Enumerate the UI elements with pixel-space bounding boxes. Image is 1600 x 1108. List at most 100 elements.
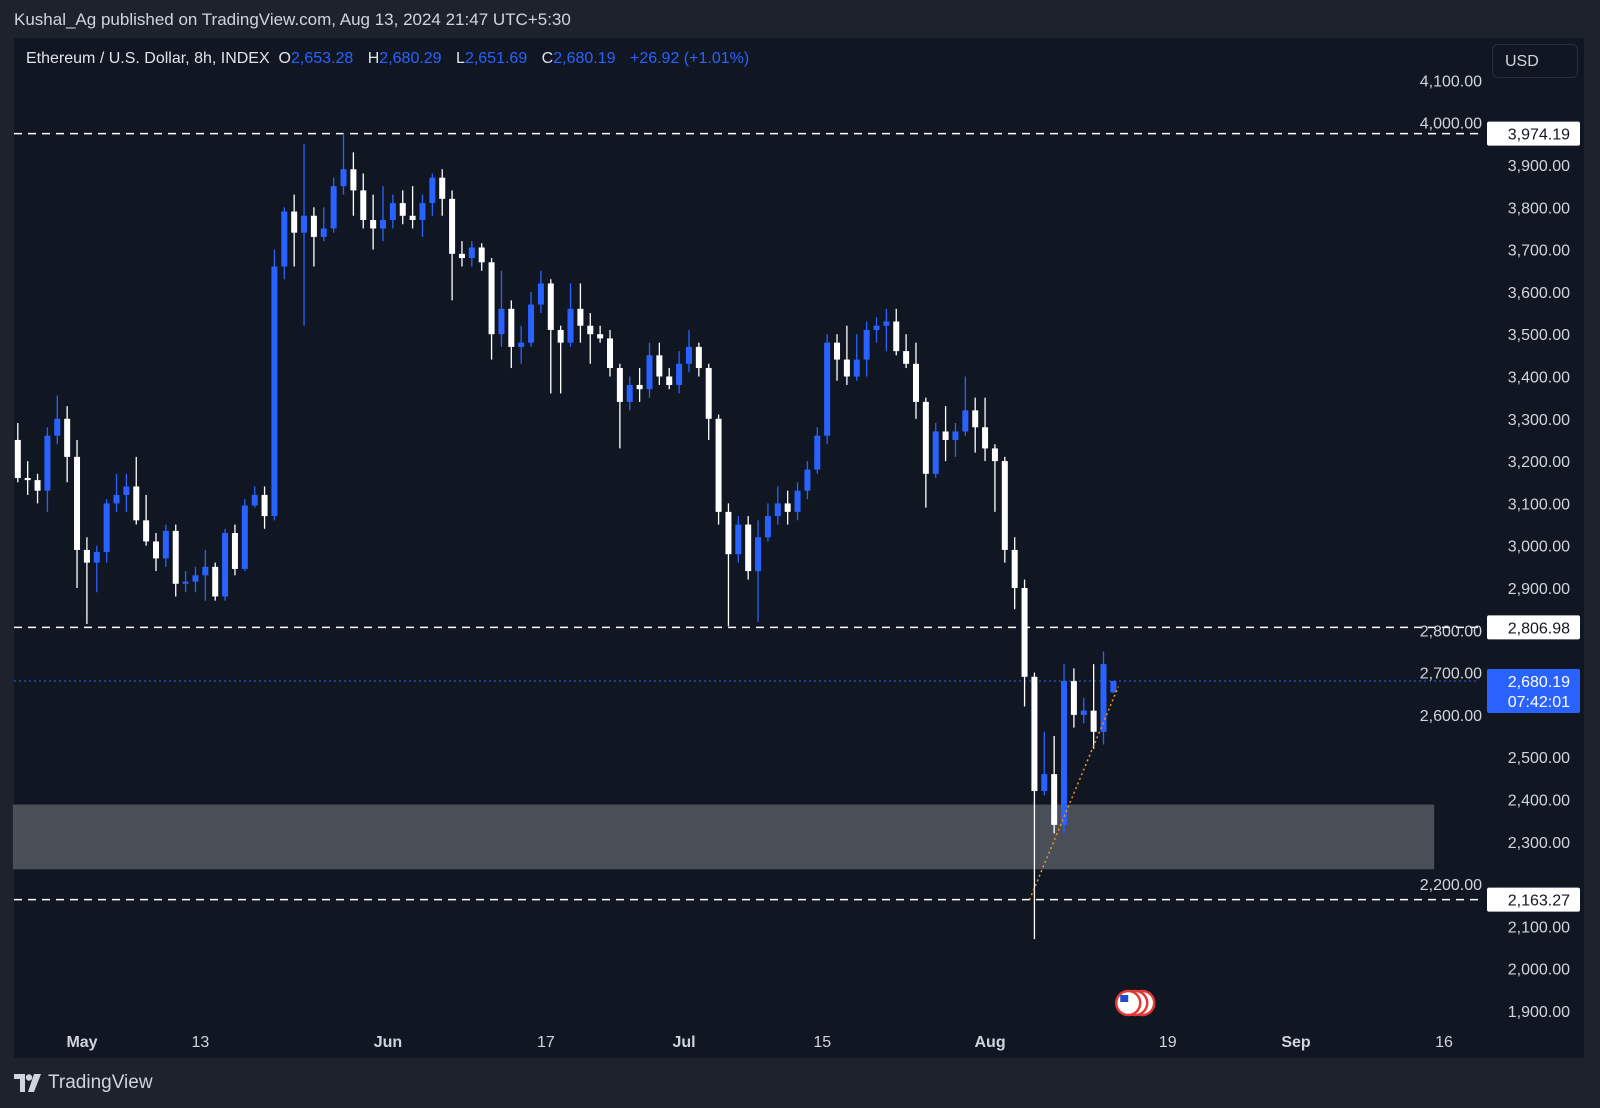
candle-body (1110, 680, 1117, 693)
candle-body (380, 219, 386, 229)
price-axis-label: 3,300.00 (1508, 412, 1570, 429)
candle-body (1090, 710, 1097, 732)
candle-body (774, 503, 781, 517)
candle-body (863, 329, 870, 360)
candle-body (103, 503, 110, 553)
candle-body (804, 469, 811, 491)
candle-body (626, 384, 633, 402)
last-price-tag (1487, 668, 1580, 713)
candle-body (676, 363, 683, 385)
candle-body (14, 439, 21, 479)
bar-countdown-label: 07:42:01 (1508, 694, 1570, 711)
footer-brand-name[interactable]: TradingView (48, 1072, 153, 1093)
candle-body (666, 376, 673, 385)
time-axis-label: Aug (974, 1034, 1005, 1051)
level-price-tag (1487, 887, 1580, 912)
price-axis-label: 2,300.00 (1508, 835, 1570, 852)
candle-body (853, 359, 860, 377)
time-axis-label: 13 (192, 1034, 210, 1051)
candle-body (261, 494, 268, 517)
symbol-legend: Ethereum / U.S. Dollar, 8h, INDEX O2,653… (26, 50, 759, 68)
candle-body (24, 478, 31, 481)
candle-body (922, 401, 929, 474)
price-axis-label: 2,600.00 (1420, 708, 1482, 725)
candle-body (1051, 774, 1058, 825)
candle-body (212, 566, 219, 597)
candle-body (685, 346, 692, 364)
close-label: C (541, 50, 554, 67)
candle-body (291, 211, 298, 233)
us-flag-economic-event-icon (1114, 989, 1142, 1017)
tradingview-logo-icon (14, 1074, 41, 1092)
symbol-name[interactable]: Ethereum / U.S. Dollar, 8h, INDEX (26, 50, 270, 67)
candle-body (310, 215, 317, 237)
price-axis-label: 3,700.00 (1508, 243, 1570, 260)
candle-body (231, 533, 238, 569)
candle-body (537, 283, 544, 305)
candle-body (1061, 681, 1068, 825)
candle-body (656, 355, 663, 377)
candle-body (123, 486, 130, 495)
candle-body (498, 308, 505, 335)
price-axis-label: 3,500.00 (1508, 327, 1570, 344)
high-label: H (367, 50, 380, 67)
price-axis-label: 2,000.00 (1508, 962, 1570, 979)
us-flag-canton (1120, 995, 1129, 1002)
candle-body (370, 219, 377, 229)
candle-body (143, 520, 150, 542)
candle-body (458, 253, 465, 259)
low-value: 2,651.69 (464, 50, 528, 67)
candle-body (912, 363, 919, 402)
candle-body (587, 325, 594, 335)
candle-body (1100, 664, 1107, 732)
candle-body (972, 410, 979, 428)
candle-body (1021, 588, 1028, 677)
price-axis-label: 3,400.00 (1508, 370, 1570, 387)
candle-body (725, 511, 732, 555)
candle-body (202, 566, 209, 576)
price-axis-label: 2,800.00 (1420, 623, 1482, 640)
chart-pane[interactable] (14, 38, 1586, 1058)
price-axis-label: 3,900.00 (1508, 158, 1570, 175)
candle-body (893, 321, 900, 352)
open-value: 2,653.28 (291, 50, 354, 67)
candle-body (646, 355, 653, 390)
candle-body (508, 308, 515, 347)
candle-body (192, 575, 199, 582)
price-axis-label: 2,900.00 (1508, 581, 1570, 598)
candle-body (64, 418, 71, 457)
candle-body (616, 368, 623, 402)
candle-body (597, 334, 604, 339)
candle-body (557, 329, 564, 343)
level-price-tag (1487, 121, 1580, 146)
currency-button[interactable]: USD (1492, 44, 1578, 78)
open-label: O (278, 50, 291, 67)
candle-body (814, 435, 821, 470)
candle-body (83, 549, 90, 563)
candle-body (1011, 549, 1018, 588)
candle-body (695, 346, 702, 369)
candle-body (547, 283, 554, 330)
time-axis-label: Jul (673, 1034, 696, 1051)
footer-brand: TradingView (14, 1072, 153, 1094)
price-axis-label: 4,000.00 (1420, 116, 1482, 133)
trendline (1028, 686, 1120, 901)
price-axis-label: 2,400.00 (1508, 793, 1570, 810)
candle-body (745, 524, 752, 572)
candle-body (222, 533, 229, 597)
low-label: L (456, 50, 465, 67)
level-price-tag-label: 2,163.27 (1508, 893, 1570, 910)
candle-body (419, 203, 426, 220)
candle-body (360, 190, 367, 220)
price-axis-label: 3,800.00 (1508, 200, 1570, 217)
candle-body (172, 530, 179, 584)
candle-body (449, 198, 456, 254)
candle-body (320, 228, 327, 237)
candle-body (429, 177, 436, 204)
candle-body (399, 203, 406, 216)
candle-body (1031, 676, 1038, 792)
time-axis-label: 15 (813, 1034, 831, 1051)
price-axis-label: 2,100.00 (1508, 919, 1570, 936)
time-axis-label: Sep (1281, 1034, 1311, 1051)
